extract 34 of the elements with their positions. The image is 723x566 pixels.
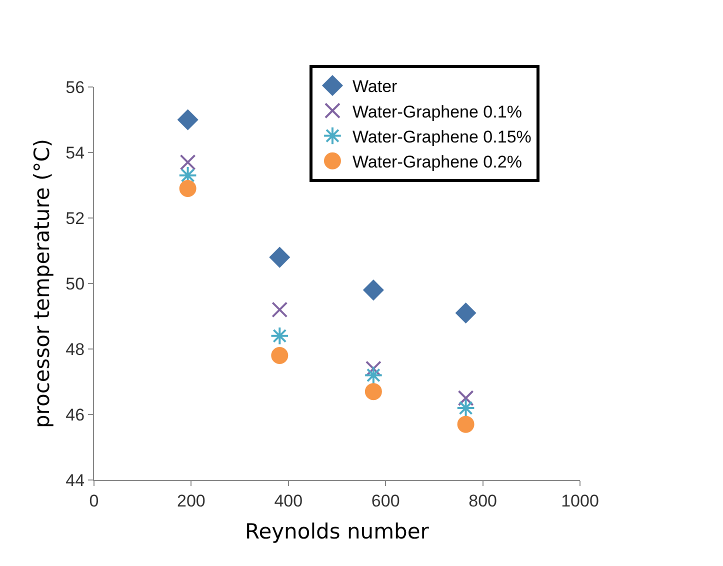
x-tick-label: 800: [468, 491, 497, 510]
x-tick-label: 400: [274, 491, 303, 510]
point: [365, 360, 382, 377]
point: [178, 110, 198, 130]
legend-label: Water: [352, 77, 398, 96]
legend-label: Water-Graphene 0.15%: [352, 127, 532, 146]
y-tick-label: 50: [66, 274, 85, 294]
y-axis-title: processor temperature (°C): [30, 138, 54, 428]
x-tick-label: 600: [371, 491, 400, 510]
x-tick-label: 200: [177, 491, 206, 510]
point: [270, 326, 290, 346]
x-tick-label: 0: [89, 491, 99, 510]
point: [271, 347, 288, 364]
point: [364, 383, 382, 400]
y-tick-label: 48: [66, 340, 85, 359]
point: [179, 180, 196, 198]
y-tick-label: 44: [66, 470, 85, 490]
point: [270, 247, 290, 268]
y-tick-label: 56: [66, 78, 85, 97]
point: [272, 302, 288, 318]
legend-label: Water-Graphene 0.2%: [352, 152, 522, 172]
point: [363, 280, 384, 300]
point: [458, 390, 474, 406]
point: [457, 416, 474, 433]
point: [456, 302, 476, 324]
y-tick-label: 52: [66, 208, 85, 228]
point: [364, 366, 383, 385]
legend-label: Water-Graphene 0.1%: [352, 102, 522, 122]
y-tick-label: 54: [66, 143, 85, 162]
y-tick-label: 46: [66, 405, 85, 424]
x-tick-label: 1000: [561, 491, 599, 510]
point: [180, 154, 196, 170]
point: [456, 398, 476, 418]
x-axis-title: Reynolds number: [245, 520, 430, 544]
